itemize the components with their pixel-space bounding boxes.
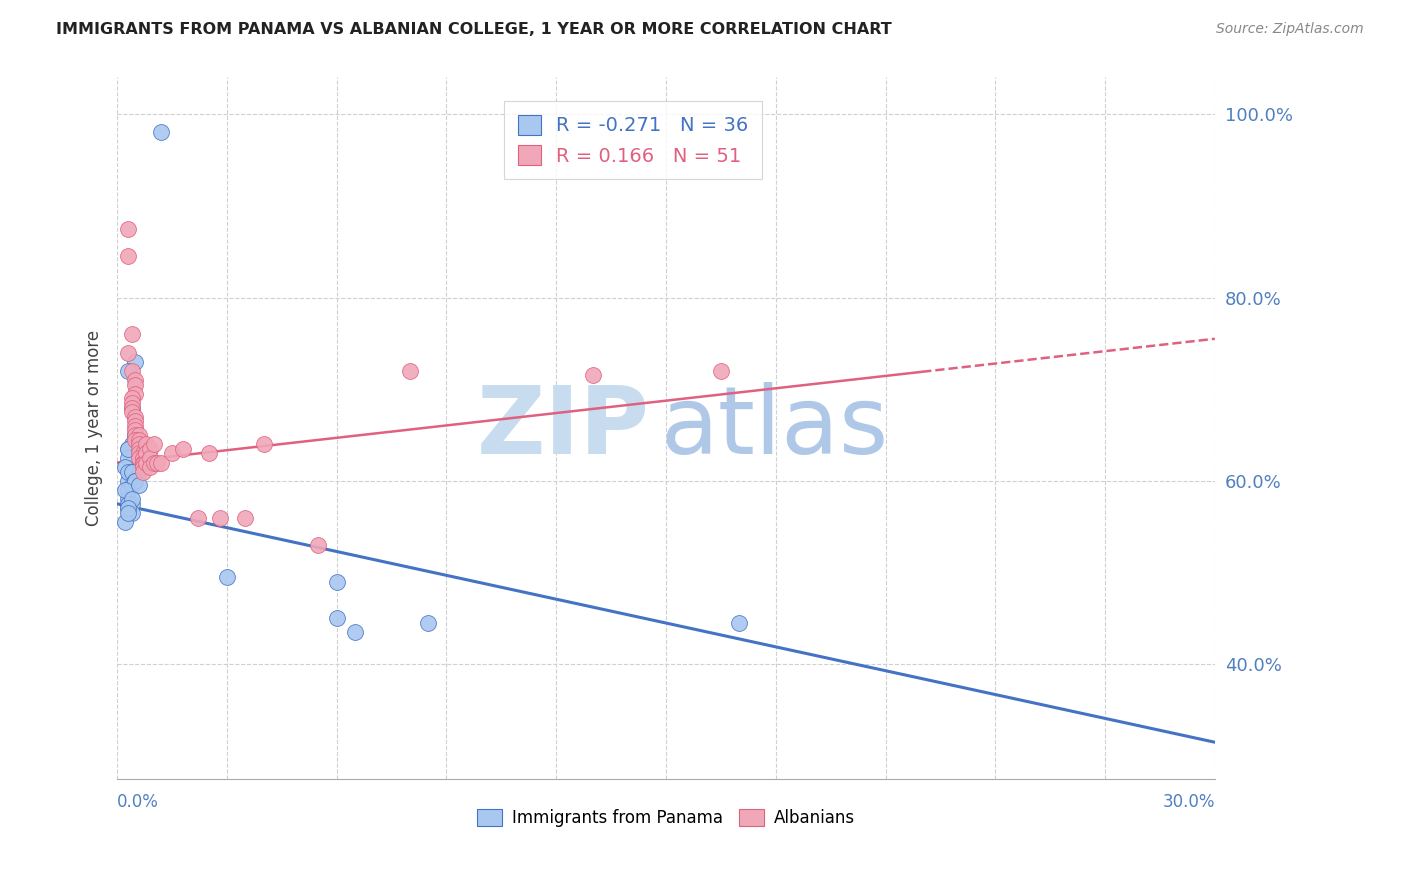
Point: [146, 456, 169, 470]
Point: [128, 437, 150, 451]
Point: [142, 437, 165, 451]
Point: [172, 442, 194, 456]
Point: [114, 483, 136, 497]
Point: [117, 450, 139, 465]
Point: [117, 492, 139, 507]
Point: [208, 510, 231, 524]
Point: [117, 465, 139, 479]
Point: [132, 446, 155, 460]
Point: [121, 401, 143, 415]
Point: [124, 354, 146, 368]
Point: [121, 405, 143, 419]
Point: [135, 446, 157, 460]
Point: [121, 392, 143, 406]
Point: [124, 433, 146, 447]
Point: [114, 515, 136, 529]
Point: [121, 364, 143, 378]
Point: [121, 396, 143, 410]
Point: [128, 433, 150, 447]
Point: [124, 386, 146, 401]
Point: [117, 221, 139, 235]
Point: [142, 456, 165, 470]
Point: [344, 625, 367, 640]
Point: [117, 345, 139, 359]
Point: [160, 446, 183, 460]
Point: [124, 474, 146, 488]
Point: [135, 456, 157, 470]
Point: [124, 428, 146, 442]
Point: [139, 460, 162, 475]
Text: 0.0%: 0.0%: [117, 793, 159, 811]
Point: [117, 442, 139, 456]
Point: [121, 506, 143, 520]
Point: [124, 409, 146, 424]
Point: [117, 501, 139, 516]
Point: [117, 442, 139, 456]
Point: [128, 428, 150, 442]
Text: ZIP: ZIP: [477, 382, 650, 475]
Point: [117, 364, 139, 378]
Point: [121, 465, 143, 479]
Point: [139, 442, 162, 456]
Point: [114, 460, 136, 475]
Point: [128, 446, 150, 460]
Point: [121, 437, 143, 451]
Point: [710, 364, 733, 378]
Point: [139, 450, 162, 465]
Point: [121, 492, 143, 507]
Point: [124, 474, 146, 488]
Point: [124, 373, 146, 387]
Point: [124, 428, 146, 442]
Point: [582, 368, 605, 383]
Point: [418, 615, 440, 630]
Text: 30.0%: 30.0%: [1163, 793, 1215, 811]
Point: [128, 478, 150, 492]
Point: [728, 615, 751, 630]
Point: [128, 465, 150, 479]
Point: [252, 437, 274, 451]
Point: [150, 125, 173, 139]
Text: Source: ZipAtlas.com: Source: ZipAtlas.com: [1216, 22, 1364, 37]
Point: [215, 570, 238, 584]
Point: [117, 506, 139, 520]
Point: [117, 474, 139, 488]
Point: [121, 327, 143, 342]
Point: [132, 450, 155, 465]
Point: [124, 414, 146, 428]
Point: [135, 437, 157, 451]
Point: [307, 538, 329, 552]
Point: [117, 501, 139, 516]
Point: [124, 377, 146, 392]
Point: [132, 456, 155, 470]
Point: [121, 401, 143, 415]
Point: [197, 446, 219, 460]
Point: [233, 510, 256, 524]
Point: [325, 611, 347, 625]
Point: [117, 249, 139, 263]
Point: [124, 418, 146, 433]
Point: [124, 424, 146, 438]
Point: [132, 460, 155, 475]
Text: IMMIGRANTS FROM PANAMA VS ALBANIAN COLLEGE, 1 YEAR OR MORE CORRELATION CHART: IMMIGRANTS FROM PANAMA VS ALBANIAN COLLE…: [56, 22, 891, 37]
Point: [399, 364, 422, 378]
Point: [187, 510, 209, 524]
Point: [128, 450, 150, 465]
Text: atlas: atlas: [661, 382, 889, 475]
Point: [150, 456, 173, 470]
Y-axis label: College, 1 year or more: College, 1 year or more: [86, 330, 103, 526]
Point: [117, 497, 139, 511]
Point: [124, 428, 146, 442]
Point: [117, 483, 139, 497]
Point: [121, 478, 143, 492]
Point: [325, 574, 347, 589]
Point: [128, 442, 150, 456]
Point: [132, 458, 155, 472]
Legend: Immigrants from Panama, Albanians: Immigrants from Panama, Albanians: [470, 802, 862, 834]
Point: [121, 497, 143, 511]
Point: [132, 465, 155, 479]
